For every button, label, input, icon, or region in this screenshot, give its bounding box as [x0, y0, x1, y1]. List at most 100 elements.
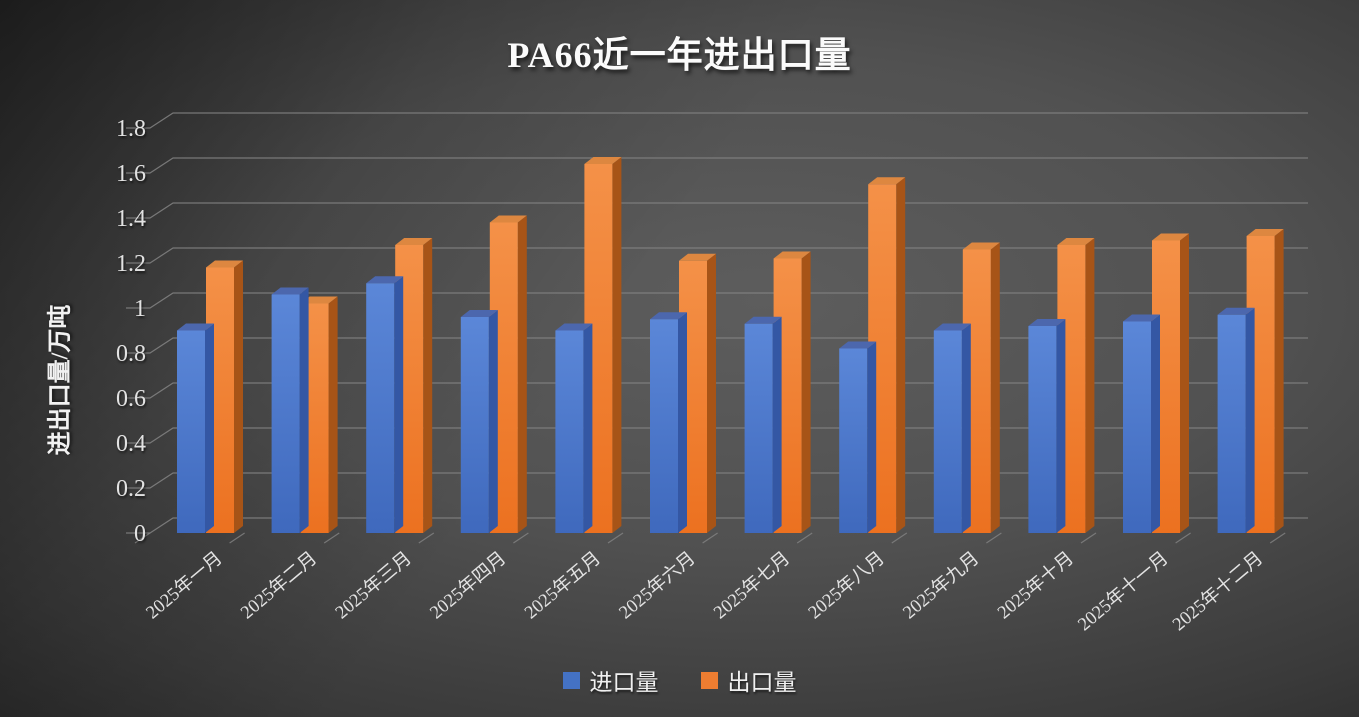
进口量-bar-2025年五月	[555, 323, 593, 533]
bar-top-face	[650, 312, 687, 320]
bar-side-face	[1245, 307, 1255, 533]
y-tick-label-0.4: 0.4	[116, 431, 146, 457]
bar-top-face	[962, 242, 1000, 250]
y-tick-label-1.6: 1.6	[116, 161, 146, 187]
x-category-label-2025年一月: 2025年一月	[142, 548, 226, 624]
bar-top-face	[206, 260, 243, 268]
x-axis-tick	[134, 532, 151, 544]
legend-item-export[interactable]: 出口量	[700, 663, 797, 697]
bar-top-face	[933, 323, 971, 331]
bar-top-face	[177, 323, 214, 331]
x-axis-tick	[1269, 532, 1286, 544]
bar-side-face	[772, 316, 782, 533]
x-category-label-2025年十一月: 2025年十一月	[1074, 548, 1173, 635]
x-axis-tick	[702, 532, 718, 544]
gridline-1.8	[126, 112, 1308, 129]
进口量-bar-2025年三月	[366, 276, 404, 533]
x-category-label-2025年九月: 2025年九月	[899, 548, 983, 624]
x-axis-tick	[796, 532, 813, 544]
y-tick-label-1: 1	[134, 296, 146, 322]
x-category-labels: 2025年一月 2025年二月 2025年三月 2025年四月 2025年五月 2025年…	[142, 548, 1267, 635]
bar-top-face	[839, 341, 877, 349]
bar-side-face	[707, 253, 716, 533]
gridline-0.4	[126, 427, 1308, 444]
bar-side-face	[583, 323, 593, 533]
x-axis-tick	[323, 532, 340, 544]
bar-top-face	[271, 287, 309, 295]
gridline-1.4	[126, 202, 1308, 219]
bar-side-face	[299, 287, 309, 533]
bar-side-face	[517, 215, 527, 533]
chart-title: PA66近一年进出口量	[507, 35, 852, 75]
y-tick-label-1.8: 1.8	[116, 116, 146, 142]
gridline-0.6	[126, 382, 1308, 399]
gridline-1.6	[126, 157, 1308, 174]
y-tick-label-0.8: 0.8	[116, 341, 146, 367]
bar-front-face	[933, 330, 962, 533]
进口量-bar-2025年九月	[933, 323, 971, 533]
x-axis-tick	[229, 532, 245, 544]
x-category-label-2025年四月: 2025年四月	[426, 548, 510, 624]
bar-side-face	[801, 251, 811, 533]
bar-top-face	[395, 238, 433, 245]
bar-front-face	[839, 348, 868, 533]
bar-front-face	[177, 330, 205, 533]
进口量-bar-2025年十二月	[1217, 307, 1255, 533]
bar-top-face	[1246, 229, 1284, 236]
y-tick-label-0.6: 0.6	[116, 386, 146, 412]
x-category-label-2025年二月: 2025年二月	[237, 548, 321, 624]
bar-front-face	[1028, 326, 1057, 533]
进口量-bar-2025年八月	[839, 341, 877, 533]
bar-top-face	[1057, 238, 1095, 245]
出口量-bar-2025年八月	[868, 177, 906, 533]
x-category-label-2025年六月: 2025年六月	[615, 548, 699, 624]
出口量-bar-2025年九月	[962, 242, 1000, 533]
bar-side-face	[234, 260, 243, 533]
bar-side-face	[1056, 319, 1066, 533]
bar-top-face	[868, 177, 906, 185]
legend-label-import: 进口量	[589, 670, 659, 695]
x-axis-tick	[607, 532, 624, 544]
bar-front-face	[271, 294, 300, 533]
x-category-label-2025年三月: 2025年三月	[331, 548, 415, 624]
bar-top-face	[1123, 314, 1160, 322]
bar-top-face	[744, 316, 782, 324]
x-axis-tick	[418, 532, 435, 544]
x-axis-tick	[986, 532, 1002, 544]
bar-front-face	[460, 317, 489, 533]
gridline-1.2	[126, 247, 1308, 264]
x-category-label-2025年十二月: 2025年十二月	[1169, 548, 1268, 635]
y-tick-label-1.2: 1.2	[116, 251, 146, 277]
legend-label-export: 出口量	[727, 670, 797, 695]
gridline-1	[126, 292, 1308, 309]
bar-side-face	[1180, 233, 1189, 533]
y-tick-label-0.2: 0.2	[116, 476, 146, 502]
进口量-bar-2025年一月	[177, 323, 214, 533]
legend-item-import[interactable]: 进口量	[562, 663, 659, 697]
进口量-bar-2025年六月	[650, 312, 687, 533]
进口量-bar-2025年十月	[1028, 319, 1066, 533]
gridline-0	[126, 517, 1308, 534]
bar-front-face	[555, 330, 584, 533]
bar-side-face	[678, 312, 687, 533]
bar-side-face	[423, 238, 433, 533]
bar-side-face	[961, 323, 971, 533]
bar-side-face	[1085, 238, 1095, 533]
进口量-bar-2025年十一月	[1123, 314, 1160, 533]
bar-top-face	[1152, 233, 1189, 241]
bar-top-face	[1217, 307, 1255, 315]
gridline-0.2	[126, 472, 1308, 489]
x-axis-tick	[1080, 532, 1097, 544]
bar-top-face	[679, 253, 716, 261]
x-category-label-2025年八月: 2025年八月	[804, 548, 888, 624]
bar-front-face	[1217, 314, 1246, 533]
bar-side-face	[1274, 229, 1284, 533]
x-axis-tick	[1175, 532, 1191, 544]
legend-swatch-import	[562, 671, 580, 689]
bar-top-face	[1028, 319, 1066, 326]
bar-top-face	[584, 157, 622, 164]
bar-top-face	[489, 215, 527, 223]
bars	[177, 157, 1284, 533]
